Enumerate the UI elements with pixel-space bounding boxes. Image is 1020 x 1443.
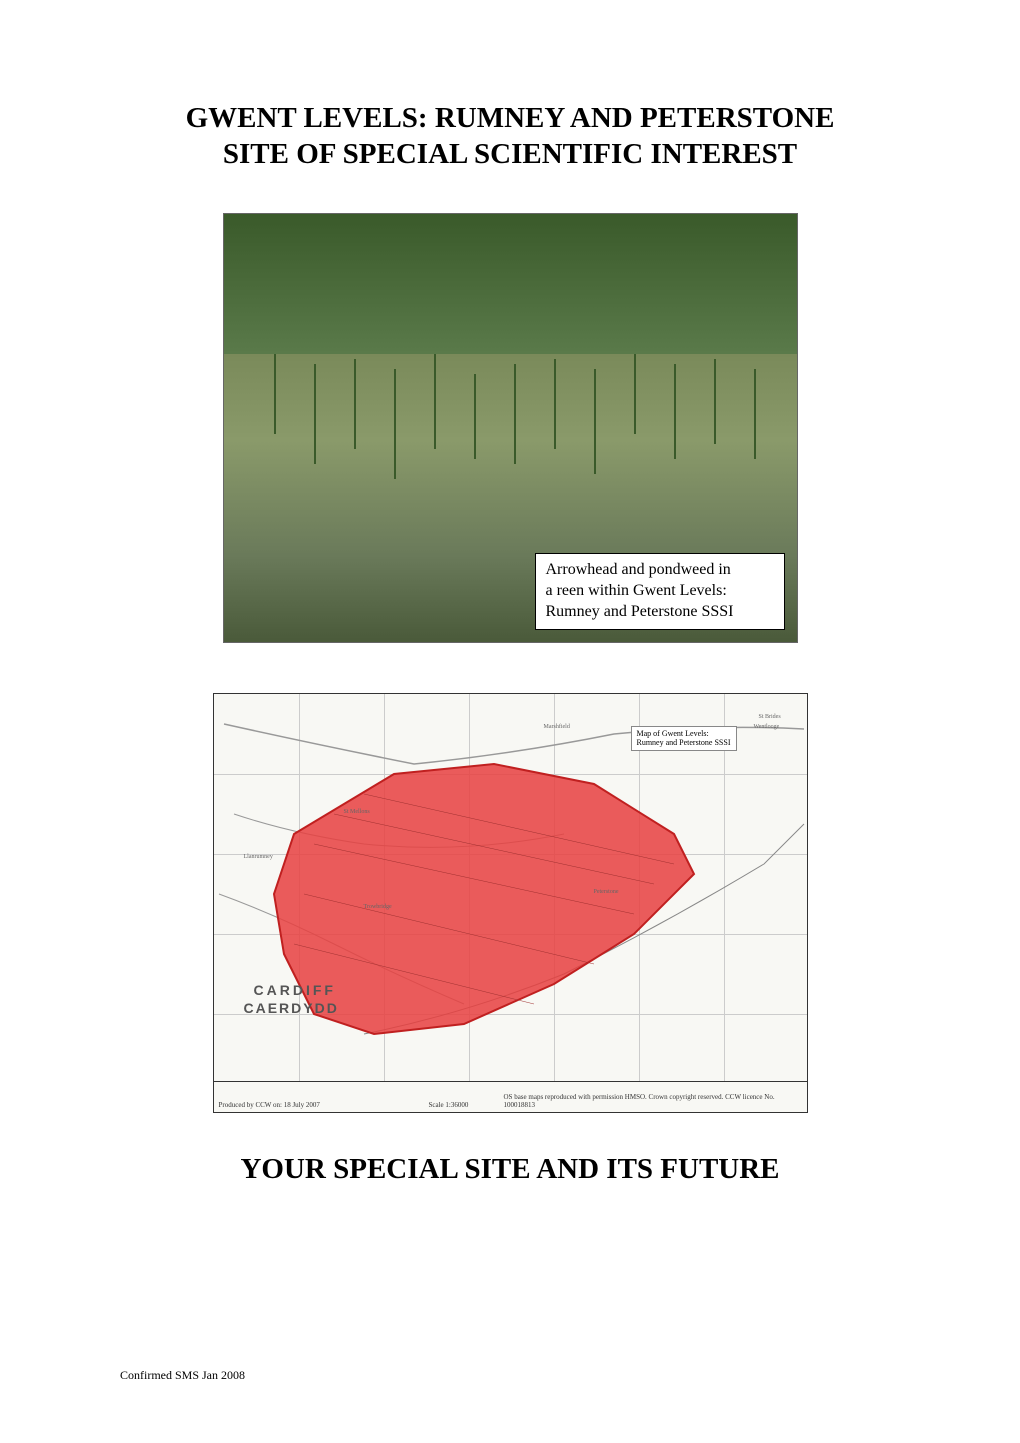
place-wentlooge: Wentlooge: [754, 724, 780, 730]
place-stmellons: St Mellons: [344, 809, 370, 815]
city-label-caerdydd: CAERDYDD: [244, 1000, 339, 1016]
document-page: GWENT LEVELS: RUMNEY AND PETERSTONE SITE…: [0, 0, 1020, 1443]
map-footer-center: Scale 1:36000: [429, 1101, 469, 1109]
site-map: Map of Gwent Levels: Rumney and Petersto…: [213, 693, 808, 1113]
caption-line-2: a reen within Gwent Levels:: [546, 582, 727, 599]
wetland-photo: Arrowhead and pondweed in a reen within …: [223, 213, 798, 643]
title-line-2: SITE OF SPECIAL SCIENTIFIC INTEREST: [223, 138, 797, 170]
reed-11: [674, 364, 676, 459]
place-stbrides: St Brides: [759, 714, 781, 720]
map-footer-left: Produced by CCW on: 18 July 2007: [219, 1101, 320, 1109]
title-line-1: GWENT LEVELS: RUMNEY AND PETERSTONE: [186, 102, 835, 134]
map-highlight-svg: [214, 694, 808, 1113]
reed-13: [754, 369, 756, 459]
page-footer: Confirmed SMS Jan 2008: [120, 1368, 245, 1383]
caption-line-1: Arrowhead and pondweed in: [546, 561, 731, 578]
map-title-box: Map of Gwent Levels: Rumney and Petersto…: [631, 726, 737, 751]
photo-grass-area: [224, 214, 797, 354]
sub-title: YOUR SPECIAL SITE AND ITS FUTURE: [120, 1153, 900, 1186]
reed-2: [314, 364, 316, 464]
map-container: Map of Gwent Levels: Rumney and Petersto…: [213, 693, 808, 1113]
reed-7: [514, 364, 516, 464]
reed-8: [554, 359, 556, 449]
reed-3: [354, 359, 356, 449]
place-llanrumney: Llanrumney: [244, 854, 273, 860]
main-title: GWENT LEVELS: RUMNEY AND PETERSTONE SITE…: [120, 100, 900, 173]
reed-1: [274, 354, 276, 434]
map-label-line-2: Rumney and Peterstone SSSI: [637, 738, 731, 747]
city-label-cardiff: CARDIFF: [254, 982, 336, 998]
reed-10: [634, 354, 636, 434]
map-inner-border: [214, 1081, 807, 1082]
place-marshfield: Marshfield: [544, 724, 570, 730]
place-trowbridge: Trowbridge: [364, 904, 392, 910]
place-peterstone: Peterstone: [594, 889, 619, 895]
sssi-boundary: [274, 764, 694, 1034]
reed-5: [434, 354, 436, 449]
map-label-line-1: Map of Gwent Levels:: [637, 729, 709, 738]
map-footer-right: OS base maps reproduced with permission …: [504, 1093, 807, 1109]
reed-9: [594, 369, 596, 474]
reed-6: [474, 374, 476, 459]
photo-container: Arrowhead and pondweed in a reen within …: [223, 213, 798, 643]
reed-4: [394, 369, 396, 479]
caption-line-3: Rumney and Peterstone SSSI: [546, 603, 734, 620]
photo-caption-box: Arrowhead and pondweed in a reen within …: [535, 553, 785, 629]
reed-12: [714, 359, 716, 444]
